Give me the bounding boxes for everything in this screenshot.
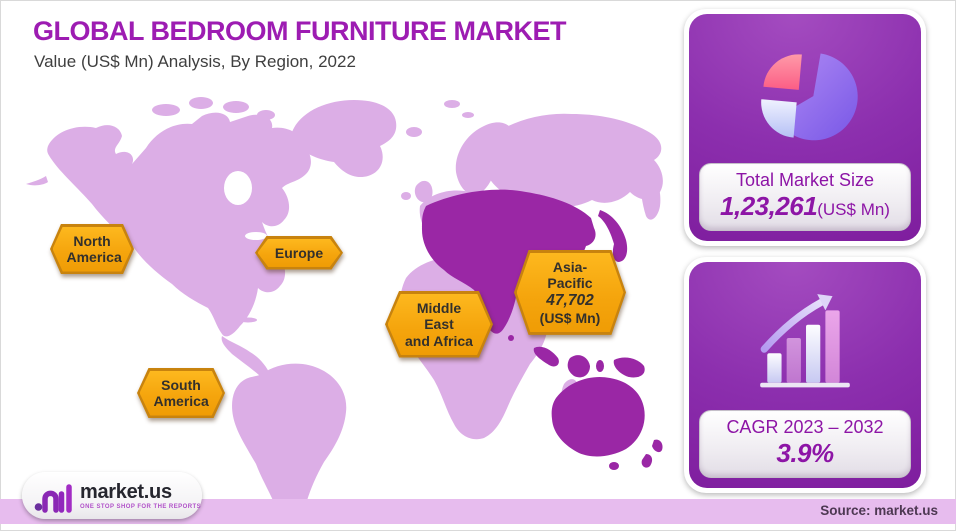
cagr-value: 3.9% xyxy=(776,438,834,468)
region-badge-label: Asia-Pacific xyxy=(547,258,593,292)
region-badge-label: East xyxy=(424,316,454,333)
region-badge-label: Middle xyxy=(416,299,462,316)
source-label: Source: market.us xyxy=(820,503,938,518)
region-badge-label: America xyxy=(153,393,209,410)
region-badge-value: 47,702 xyxy=(546,291,594,309)
market-size-unit: (US$ Mn) xyxy=(817,200,890,219)
cagr-label: CAGR 2023 – 2032 xyxy=(726,417,884,437)
region-badge-south-america: South America xyxy=(137,368,225,419)
continent-north-america xyxy=(26,97,311,378)
region-badge-middle-east-africa: Middle East and Africa xyxy=(385,291,493,358)
pie-chart-icon xyxy=(751,24,859,163)
region-badge-europe: Europe xyxy=(255,236,343,270)
region-badge-north-america: North America xyxy=(50,224,134,275)
cagr-stat-box: CAGR 2023 – 2032 3.9% xyxy=(699,410,911,478)
region-badge-asia-pacific: Asia-Pacific 47,702 (US$ Mn) xyxy=(514,250,626,335)
logo-tagline: ONE STOP SHOP FOR THE REPORTS xyxy=(80,503,202,510)
page-title: GLOBAL BEDROOM FURNITURE MARKET xyxy=(33,16,566,46)
market-size-value: 1,23,261 xyxy=(720,191,818,221)
total-market-size-card: Total Market Size 1,23,261(US$ Mn) xyxy=(684,9,926,246)
logo-pill: market.us ONE STOP SHOP FOR THE REPORTS xyxy=(22,472,202,519)
region-badge-label: Europe xyxy=(274,244,324,261)
logo-text: market.us xyxy=(80,480,172,503)
bar-chart-growth-icon xyxy=(749,272,861,410)
continent-greenland xyxy=(291,100,474,178)
market-size-label: Total Market Size xyxy=(735,170,875,190)
page-subtitle: Value (US$ Mn) Analysis, By Region, 2022 xyxy=(34,52,356,71)
cagr-card: CAGR 2023 – 2032 3.9% xyxy=(684,257,926,493)
continent-south-america xyxy=(232,363,347,502)
region-badge-label: America xyxy=(66,249,122,266)
region-badge-label: North xyxy=(73,232,111,249)
market-size-stat-box: Total Market Size 1,23,261(US$ Mn) xyxy=(699,163,911,231)
region-badge-label: and Africa xyxy=(405,332,473,349)
market-us-logo-icon xyxy=(34,483,72,513)
region-badge-unit: (US$ Mn) xyxy=(539,309,601,326)
region-badge-label: South xyxy=(161,376,201,393)
